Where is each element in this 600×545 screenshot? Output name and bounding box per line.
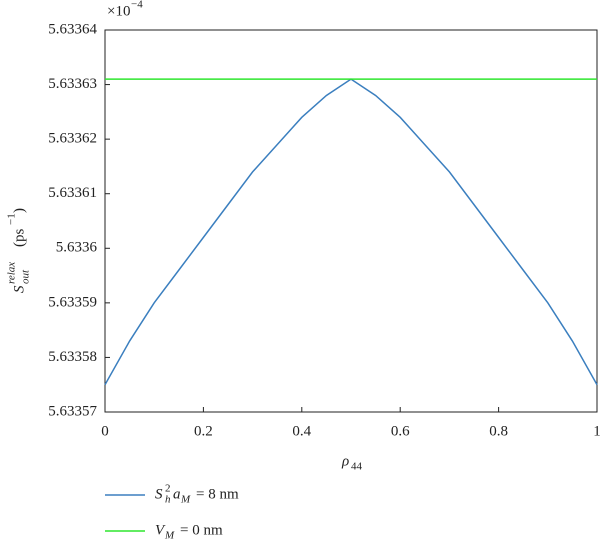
legend-text: M (164, 530, 175, 542)
legend-text: M (180, 494, 191, 506)
y-tick-label: 5.63359 (48, 294, 97, 310)
legend-text: = 0 nm (180, 522, 223, 538)
legend-text: h (165, 494, 171, 506)
plot-frame (104, 29, 598, 413)
x-tick-label: 1 (593, 423, 600, 439)
y-label-unit-sup: −1 (6, 213, 18, 225)
y-tick-label: 5.63358 (48, 349, 97, 365)
series-line (104, 78, 598, 386)
legend-text: a (173, 486, 181, 502)
x-tick-label: 0.4 (292, 423, 311, 439)
y-tick-label: 5.63362 (48, 131, 97, 147)
y-tick-label: 5.63363 (48, 76, 97, 92)
legend-text: = 8 nm (196, 486, 239, 502)
y-label-sub: out (20, 269, 32, 284)
y-tick-label: 5.6336 (56, 240, 98, 256)
y-label: S out relax (ps −1 ) (6, 208, 32, 293)
y-scale-exponent: −4 (131, 0, 143, 11)
y-label-symbol: S (11, 285, 27, 293)
x-tick-label: 0.6 (391, 423, 410, 439)
legend-text: 2 (165, 483, 171, 495)
y-tick-label: 5.63364 (48, 21, 97, 37)
y-scale-base: ×10 (107, 3, 130, 19)
y-tick-label: 5.63361 (48, 185, 97, 201)
y-label-close: ) (11, 208, 27, 213)
legend-text: V (155, 522, 166, 538)
x-tick-label: 0.2 (194, 423, 213, 439)
y-label-sup: relax (6, 262, 18, 284)
legend-text: S (155, 486, 163, 502)
x-label-symbol: ρ (341, 453, 349, 469)
x-tick-label: 0.8 (489, 423, 508, 439)
x-tick-label: 0 (101, 423, 109, 439)
y-tick-label: 5.63357 (48, 403, 97, 419)
x-label-sub: 44 (351, 461, 363, 473)
legend: S 2 h a M = 8 nm V M = 0 nm (105, 483, 239, 542)
y-label-unit: (ps (11, 229, 27, 247)
